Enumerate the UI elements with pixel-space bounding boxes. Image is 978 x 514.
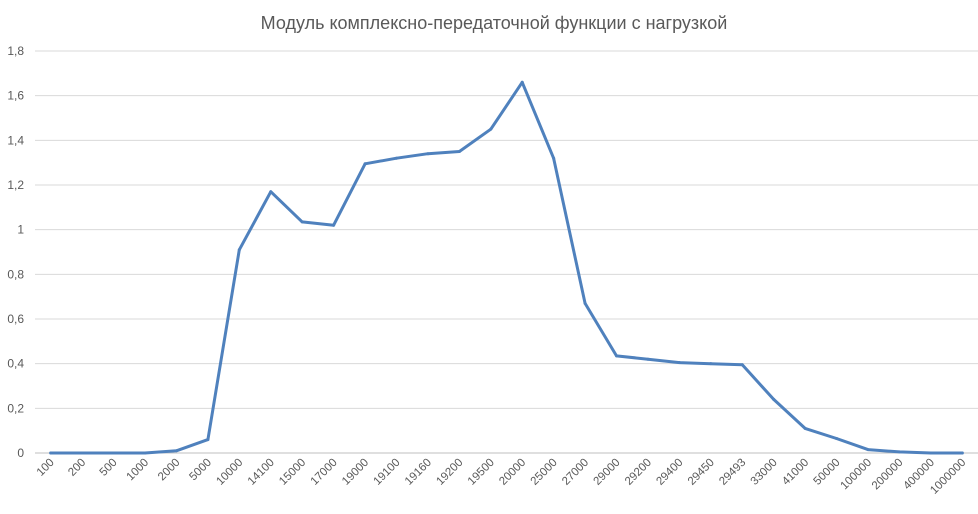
x-tick-label: 19200 [434, 457, 465, 488]
x-tick-label: 41000 [780, 457, 811, 488]
data-point [929, 451, 933, 455]
data-point [866, 448, 870, 452]
x-tick-label: 1000 [125, 457, 152, 484]
series-layer [49, 80, 964, 455]
x-tick-label: 500 [98, 457, 120, 479]
x-tick-label: 17000 [309, 457, 340, 488]
x-tick-label: 200 [66, 457, 88, 479]
data-point [615, 354, 619, 358]
data-point [583, 301, 587, 305]
y-tick-label: 0,6 [7, 312, 24, 326]
data-point [112, 451, 116, 455]
x-tick-label: 100000 [838, 457, 874, 493]
data-point [332, 223, 336, 227]
y-tick-label: 0,8 [7, 267, 24, 281]
series-line [49, 80, 964, 455]
data-point [80, 451, 84, 455]
data-point [174, 449, 178, 453]
gridlines [35, 50, 978, 454]
data-point [489, 127, 493, 131]
data-point [835, 436, 839, 440]
data-point [363, 162, 367, 166]
x-tick-label: 25000 [529, 457, 560, 488]
y-axis-tick-labels: 0 0,2 0,4 0,6 0,8 1 1,2 1,4 1,6 1,8 [7, 44, 24, 460]
data-point [772, 397, 776, 401]
y-tick-label: 0,4 [7, 357, 24, 371]
x-tick-label: 19100 [372, 457, 403, 488]
x-tick-label: 20000 [497, 457, 528, 488]
y-tick-label: 1 [17, 223, 24, 237]
x-tick-label: 33000 [749, 457, 780, 488]
x-axis-tick-labels: 100 200 500 1000 2000 5000 10000 14100 15000 1700… [35, 457, 969, 497]
y-tick-label: 1,4 [7, 133, 24, 147]
data-point [269, 190, 273, 194]
y-tick-label: 0,2 [7, 401, 24, 415]
data-point [143, 451, 147, 455]
x-tick-label: 14100 [246, 457, 277, 488]
data-point [960, 451, 964, 455]
data-point [897, 450, 901, 454]
data-point [740, 363, 744, 367]
data-point [520, 80, 524, 84]
x-tick-label: 200000 [870, 457, 906, 493]
y-tick-label: 1,8 [7, 44, 24, 58]
x-tick-label: 15000 [277, 457, 308, 488]
x-tick-label: 27000 [560, 457, 591, 488]
x-tick-label: 29450 [686, 457, 717, 488]
data-point [394, 156, 398, 160]
x-tick-label: 29200 [623, 457, 654, 488]
x-tick-label: 19000 [340, 457, 371, 488]
data-point [49, 451, 53, 455]
x-tick-label: 29493 [717, 457, 748, 488]
x-tick-label: 100 [35, 457, 57, 479]
x-tick-label: 5000 [187, 457, 214, 484]
data-point [300, 220, 304, 224]
data-point [426, 152, 430, 156]
x-tick-label: 19160 [403, 457, 434, 488]
y-tick-label: 1,6 [7, 89, 24, 103]
data-point [237, 248, 241, 252]
x-tick-label: 29000 [592, 457, 623, 488]
y-tick-label: 1,2 [7, 178, 24, 192]
data-point [646, 357, 650, 361]
data-point [552, 156, 556, 160]
data-point [709, 362, 713, 366]
data-point [677, 361, 681, 365]
x-tick-label: 29400 [654, 457, 685, 488]
data-point [457, 150, 461, 153]
data-point [206, 438, 210, 442]
data-point [803, 426, 807, 430]
x-tick-label: 10000 [214, 457, 245, 488]
x-tick-label: 2000 [156, 457, 183, 484]
x-tick-label: 19500 [466, 457, 497, 488]
y-tick-label: 0 [17, 446, 24, 460]
chart-title: Модуль комплексно-передаточной функции с… [261, 13, 728, 33]
